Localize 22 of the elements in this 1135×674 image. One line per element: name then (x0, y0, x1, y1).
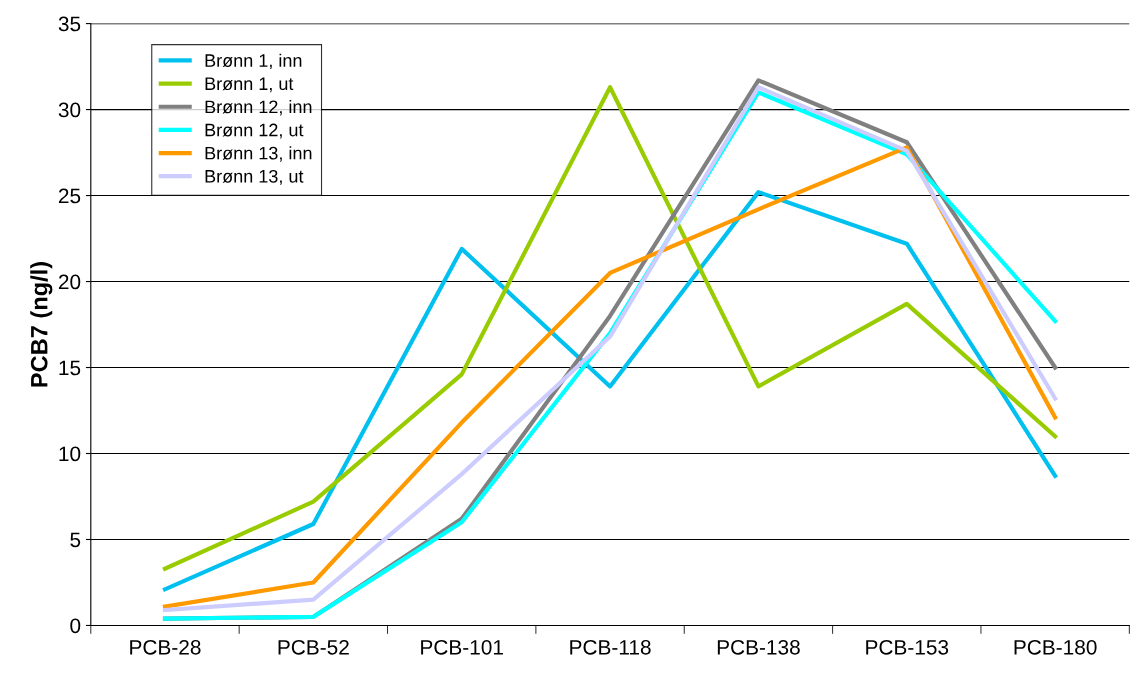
x-tick-label: PCB-52 (278, 639, 349, 655)
x-tick-label: PCB-153 (866, 639, 949, 655)
x-tick-label: PCB-118 (570, 639, 651, 655)
y-tick-label: 20 (58, 274, 81, 290)
y-tick-label: 10 (59, 446, 81, 462)
legend-label: Brønn 13, ut (205, 169, 304, 185)
x-tick-label: PCB-28 (130, 639, 201, 655)
y-axis-title: PCB7 (ng/l) (30, 262, 53, 387)
y-tick-label: 15 (59, 360, 81, 376)
legend-label: Brønn 1, ut (205, 77, 294, 93)
x-tick-label: PCB-138 (717, 639, 800, 655)
legend-label: Brønn 1, inn (205, 53, 302, 70)
y-tick-label: 5 (70, 532, 81, 548)
legend-label: Brønn 12, inn (205, 99, 312, 116)
x-tick-label: PCB-101 (421, 639, 503, 655)
x-tick-label: PCB-180 (1014, 639, 1097, 655)
y-tick-label: 30 (58, 102, 81, 118)
legend-label: Brønn 12, ut (205, 123, 304, 139)
legend-label: Brønn 13, inn (205, 146, 312, 162)
y-tick-label: 35 (58, 16, 81, 32)
y-tick-label: 25 (58, 188, 81, 204)
y-tick-label: 0 (70, 618, 81, 634)
